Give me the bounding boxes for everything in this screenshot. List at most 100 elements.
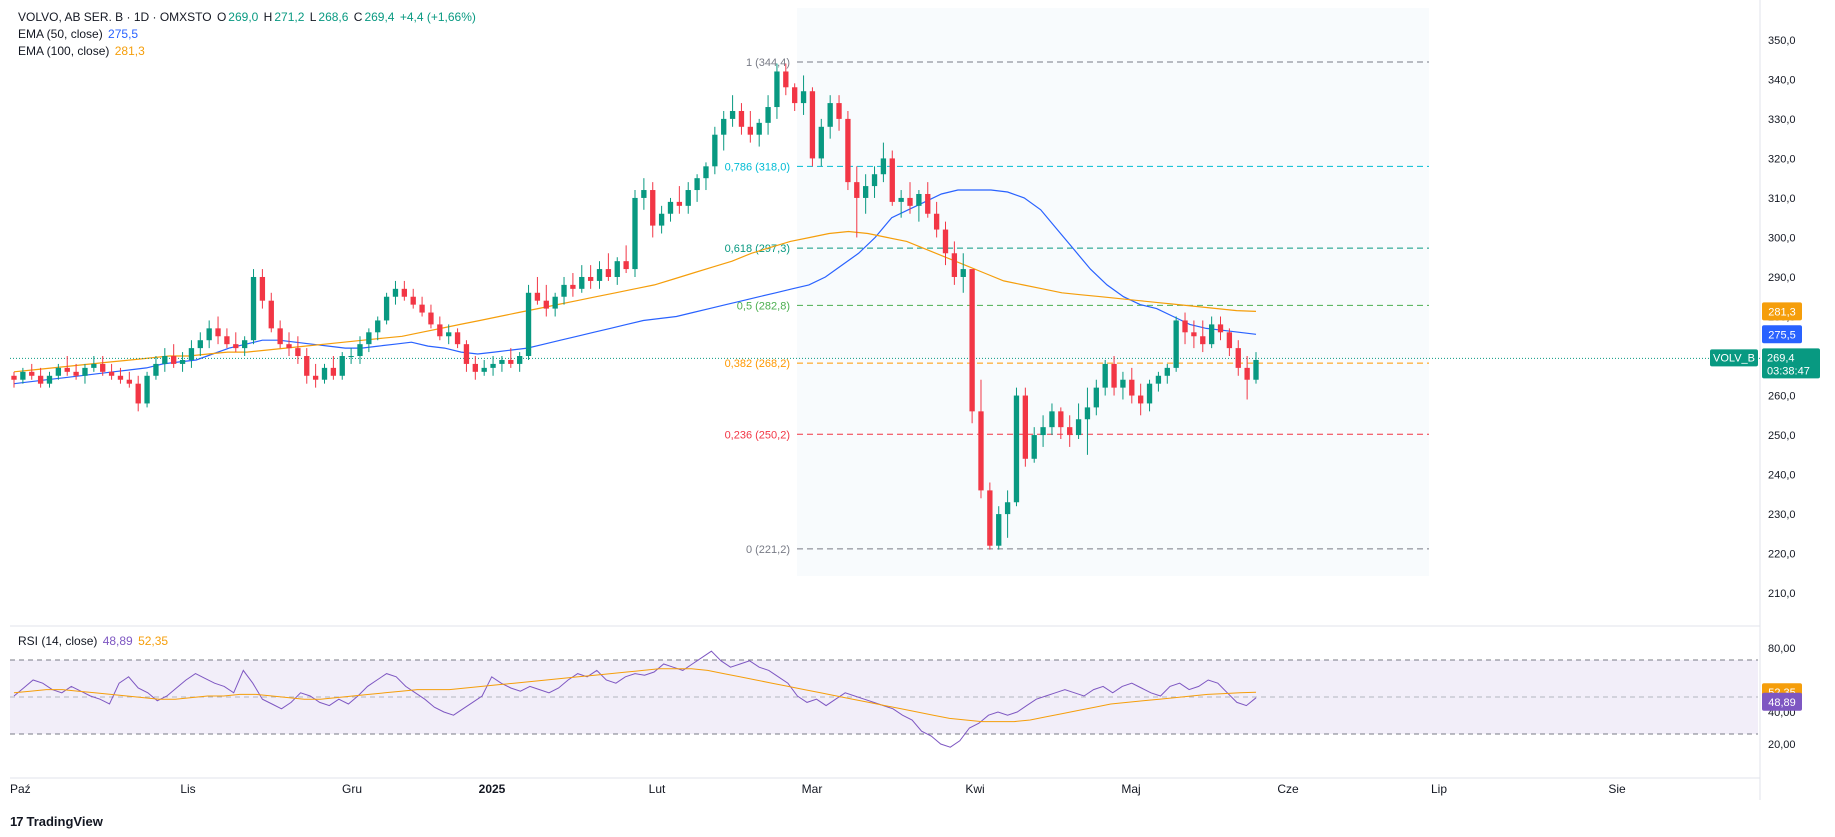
open-label: O <box>216 10 227 24</box>
price-axis-tick: 340,0 <box>1768 74 1796 86</box>
price-axis-tick: 260,0 <box>1768 391 1796 403</box>
time-axis-tick: Sie <box>1608 782 1626 796</box>
candle-body <box>100 363 106 372</box>
candle-body <box>969 269 975 412</box>
candle-body <box>499 359 505 364</box>
candle-body <box>171 356 177 364</box>
price-axis-tick: 290,0 <box>1768 272 1796 284</box>
candle-body <box>916 193 922 206</box>
candle-body <box>312 375 319 380</box>
candle-body <box>135 383 141 404</box>
price-axis-tick: 310,0 <box>1768 193 1796 205</box>
time-axis-tick: Lut <box>649 782 666 796</box>
candle-body <box>534 292 541 301</box>
candle-body <box>996 514 1002 546</box>
fib-zone-background <box>797 8 1429 576</box>
change-value: +4,4 (+1,66%) <box>399 10 476 24</box>
price-axis-tick: 230,0 <box>1768 509 1796 521</box>
candle-body <box>925 193 931 214</box>
candle-body <box>1129 379 1135 396</box>
candle-body <box>898 197 904 202</box>
candle-body <box>1022 395 1029 459</box>
candle-body <box>1013 395 1020 503</box>
candle-body <box>525 292 532 357</box>
ema50-tag-text: 275,5 <box>1768 329 1796 341</box>
price-axis-tick: 320,0 <box>1768 153 1796 165</box>
candle-body <box>490 363 496 368</box>
candle-body <box>1102 363 1108 388</box>
candle-body <box>845 118 851 183</box>
candle-body <box>20 371 26 380</box>
rsi-axis-tick: 80,00 <box>1768 643 1796 655</box>
price-axis-tick: 250,0 <box>1768 430 1796 442</box>
candle-body <box>596 269 603 281</box>
candle-body <box>401 288 408 297</box>
candle-body <box>162 356 168 364</box>
candle-body <box>1111 363 1117 388</box>
candle-body <box>862 186 869 198</box>
candle-body <box>933 213 940 230</box>
candle-body <box>756 122 762 135</box>
candle-body <box>197 340 203 349</box>
candle-body <box>1067 427 1073 436</box>
candle-body <box>82 367 88 376</box>
price-axis-tick: 210,0 <box>1768 588 1796 600</box>
ema100-tag <box>1762 302 1802 321</box>
candle-body <box>508 359 514 364</box>
ema50-value: 275,5 <box>108 27 139 41</box>
candle-body <box>1004 502 1011 515</box>
candle-body <box>1200 336 1206 345</box>
fib-level-label: 0,236 (250,2) <box>725 429 790 441</box>
close-value: 269,4 <box>364 10 395 24</box>
candle-body <box>55 367 62 376</box>
candle-body <box>29 371 35 376</box>
candle-body <box>694 178 700 191</box>
candle-body <box>880 158 887 175</box>
candle-body <box>570 284 576 289</box>
candle-body <box>1253 359 1259 380</box>
candle-body <box>144 375 150 404</box>
candle-body <box>1075 419 1082 436</box>
price-axis-tick: 220,0 <box>1768 549 1796 561</box>
candle-body <box>623 261 629 270</box>
candle-body <box>11 375 17 380</box>
candle-body <box>889 158 895 202</box>
ema100-legend[interactable]: EMA (100, close) 281,3 <box>18 43 147 60</box>
candle-body <box>729 110 736 119</box>
tradingview-logo[interactable]: 17 TradingView <box>10 814 103 829</box>
candle-body <box>215 328 221 337</box>
candle-body <box>1084 407 1091 420</box>
candle-body <box>960 269 966 277</box>
ema50-legend[interactable]: EMA (50, close) 275,5 <box>18 26 140 43</box>
candle-body <box>703 166 709 179</box>
rsi-line <box>13 650 1257 748</box>
candle-body <box>871 174 878 187</box>
ema100-line <box>13 230 1257 373</box>
candle-body <box>809 91 816 159</box>
price-axis-tick: 330,0 <box>1768 114 1796 126</box>
candle-body <box>747 126 753 135</box>
candle-body <box>765 107 771 123</box>
close-label: C <box>353 10 363 24</box>
candle-body <box>383 296 390 321</box>
candle-body <box>392 288 399 297</box>
rsi-tag-text: 48,89 <box>1768 697 1796 709</box>
countdown-text: 03:38:47 <box>1767 365 1810 377</box>
candle-body <box>1120 379 1126 388</box>
candle-body <box>641 190 647 198</box>
candle-body <box>987 490 993 546</box>
candle-body <box>481 367 487 372</box>
candle-body <box>357 344 363 357</box>
rsi-ma-line <box>13 668 1257 723</box>
candle-body <box>375 320 381 333</box>
symbol-title[interactable]: VOLVO, AB SER. B · 1D · OMXSTO <box>18 10 212 24</box>
candle-body <box>783 71 789 88</box>
candle-body <box>1093 387 1099 408</box>
rsi-legend[interactable]: RSI (14, close) 48,89 52,35 <box>18 633 170 650</box>
candle-body <box>241 340 248 349</box>
candle-body <box>428 312 434 325</box>
candle-body <box>73 371 79 376</box>
candle-body <box>126 379 132 384</box>
